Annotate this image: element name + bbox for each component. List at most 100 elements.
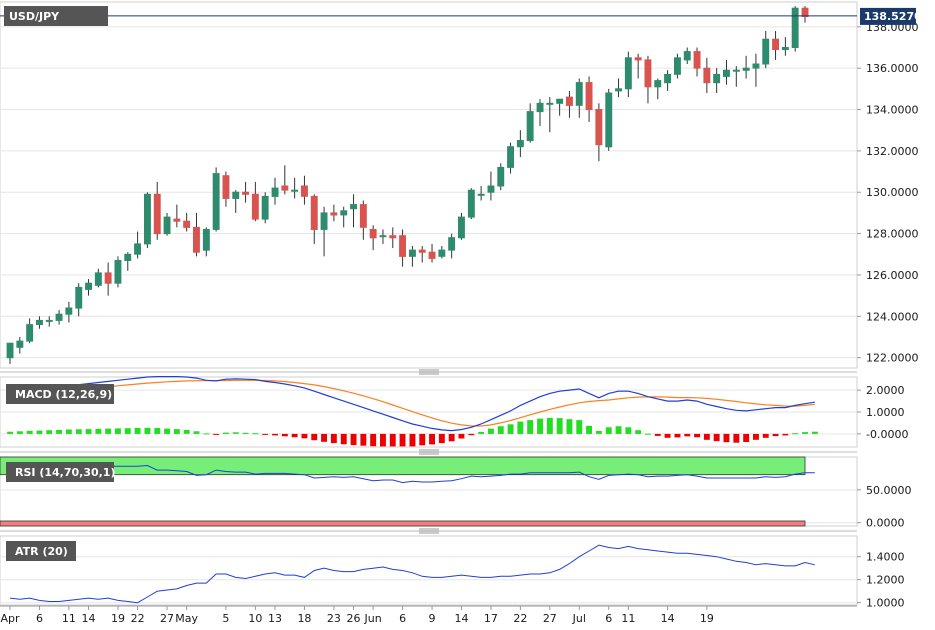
candle — [703, 67, 711, 84]
macd-histogram-bar — [223, 432, 229, 434]
macd-histogram-bar — [311, 433, 318, 441]
candle — [595, 109, 603, 146]
candle — [566, 96, 573, 106]
atr-panel[interactable]: 1.4000 1.2000 1.0000 — [0, 535, 905, 610]
candle — [153, 193, 161, 235]
macd-title: MACD (12,26,9) — [15, 388, 112, 401]
grip-lines-icon[interactable] — [419, 449, 439, 455]
macd-histogram-bar — [134, 428, 141, 434]
macd-histogram-bar — [321, 433, 327, 442]
candle — [16, 340, 24, 348]
x-axis: Apr 6 11 14 19 22 27 May 5 10 13 18 23 26 Jun 6 9 14 17 22 2… — [0, 605, 857, 625]
macd-histogram-bar — [713, 433, 720, 442]
x-tick-label: 14 — [661, 612, 675, 625]
candle — [487, 185, 495, 193]
candle — [448, 237, 456, 251]
macd-histogram-bar — [429, 433, 435, 445]
macd-histogram-bar — [262, 433, 269, 435]
macd-histogram-bar — [340, 433, 347, 445]
rsi-panel[interactable]: 50.0000 0.0000 — [0, 456, 912, 530]
candle — [124, 253, 132, 262]
macd-histogram-bar — [586, 425, 592, 434]
candle — [732, 69, 740, 72]
macd-histogram-bar — [360, 433, 367, 446]
candle — [183, 220, 191, 228]
macd-y-tick-label: -0.0000 — [866, 428, 908, 441]
x-tick-label: 11 — [621, 612, 635, 625]
candle — [585, 82, 593, 110]
macd-histogram-bar — [105, 428, 112, 434]
grip-lines-icon[interactable] — [419, 528, 439, 534]
macd-histogram-bar — [291, 433, 298, 438]
macd-panel[interactable]: 2.0000 1.0000 -0.0000 — [0, 376, 908, 448]
macd-histogram-bar — [330, 433, 337, 444]
atr-y-tick-label: 1.4000 — [866, 551, 905, 564]
macd-histogram-bar — [762, 433, 769, 438]
candle — [291, 189, 299, 192]
macd-histogram-bar — [389, 433, 396, 447]
panel-separators[interactable] — [0, 369, 857, 534]
candle — [193, 226, 200, 253]
candle — [26, 324, 34, 342]
macd-histogram-bar — [183, 429, 190, 434]
macd-histogram-bar — [419, 433, 426, 446]
candle — [330, 212, 338, 216]
macd-histogram-bar — [694, 433, 700, 438]
candle — [389, 235, 397, 239]
macd-histogram-bar — [144, 427, 151, 434]
last-price: 138.5270 — [864, 10, 922, 23]
last-price-label: 138.5270 — [860, 7, 922, 25]
candle — [340, 210, 348, 216]
price-y-tick-label: 132.0000 — [866, 145, 919, 158]
macd-histogram-bar — [811, 431, 818, 434]
candle — [556, 98, 564, 104]
candle — [526, 111, 534, 141]
macd-y-tick-label: 1.0000 — [866, 406, 905, 419]
price-axis-background — [857, 0, 935, 630]
candle — [615, 88, 622, 92]
candle — [320, 212, 328, 230]
candle — [359, 204, 367, 228]
macd-histogram-bar — [438, 433, 445, 444]
macd-histogram-bar — [468, 433, 475, 436]
price-panel[interactable]: 122.0000 124.0000 126.0000 128.0000 130.0000… — [0, 1, 919, 369]
x-tick-label: 14 — [82, 612, 96, 625]
candle — [428, 251, 436, 259]
candle — [45, 319, 53, 322]
macd-histogram-bar — [576, 420, 583, 434]
macd-histogram-bar — [448, 433, 455, 442]
x-tick-label: Jun — [364, 612, 382, 625]
candle — [575, 82, 583, 106]
candle — [261, 195, 269, 220]
candle — [516, 140, 524, 148]
grip-lines-icon[interactable] — [419, 369, 439, 375]
candle — [723, 69, 730, 77]
candle — [624, 57, 632, 90]
macd-histogram-bar — [95, 428, 102, 434]
macd-histogram-bar — [792, 433, 799, 435]
macd-histogram-bar — [350, 433, 357, 446]
candle — [242, 191, 250, 195]
candle — [212, 173, 220, 230]
price-y-tick-label: 122.0000 — [866, 352, 919, 365]
candle — [379, 235, 387, 238]
x-tick-label: 6 — [399, 612, 406, 625]
rsi-y-tick-label: 0.0000 — [866, 517, 905, 530]
candle — [85, 282, 92, 290]
atr-panel-frame — [0, 535, 858, 606]
x-tick-label: 26 — [347, 612, 361, 625]
macd-histogram-bar — [664, 433, 671, 438]
x-tick-label: 19 — [700, 612, 714, 625]
macd-histogram-bar — [46, 430, 53, 434]
candle — [173, 218, 181, 222]
price-y-tick-label: 136.0000 — [866, 62, 919, 75]
x-tick-label: May — [175, 612, 198, 625]
x-tick-label: 9 — [429, 612, 436, 625]
candle — [801, 7, 809, 17]
macd-histogram-bar — [595, 431, 602, 434]
candle — [369, 229, 377, 239]
macd-histogram-bar — [635, 430, 642, 434]
candle — [409, 249, 416, 257]
atr-y-tick-label: 1.0000 — [866, 597, 905, 610]
